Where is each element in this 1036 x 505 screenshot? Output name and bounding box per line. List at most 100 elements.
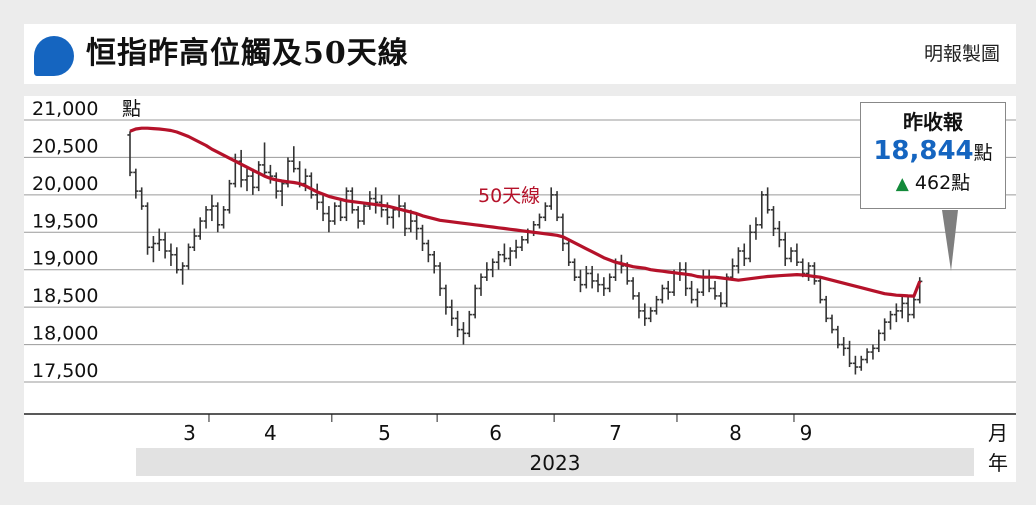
price-bar xyxy=(519,236,525,251)
y-unit-label: 點 xyxy=(122,98,141,120)
price-bar xyxy=(882,318,888,341)
x-month-label: 7 xyxy=(609,421,622,445)
price-bar xyxy=(144,202,151,255)
x-axis: 3 4 5 6 7 8 9 月 2023 年 xyxy=(24,413,1016,476)
price-bar xyxy=(694,288,701,308)
price-bar xyxy=(185,243,192,270)
price-bar xyxy=(759,191,765,229)
price-bar xyxy=(472,284,478,319)
price-bar xyxy=(267,164,273,184)
price-bar xyxy=(425,239,431,263)
price-bar xyxy=(630,277,636,300)
price-bar xyxy=(390,206,396,229)
price-bar xyxy=(589,265,595,289)
price-bar xyxy=(765,187,771,214)
sma-label: 50天線 xyxy=(478,185,540,207)
y-tick-label: 20,500 xyxy=(32,135,98,157)
chart-title: 恒指昨高位觸及50天線 xyxy=(86,36,409,71)
y-tick-label: 19,000 xyxy=(32,248,98,270)
price-bar xyxy=(466,310,472,338)
year-label: 2023 xyxy=(530,451,581,475)
price-bar xyxy=(741,243,747,266)
callout-change-row: ▲ 462點 xyxy=(861,170,1005,197)
y-axis-labels: 21,000 點 20,500 20,000 19,500 19,000 18,500 18,… xyxy=(32,98,141,382)
price-bar xyxy=(823,295,829,323)
price-bar xyxy=(355,206,361,229)
price-bar xyxy=(507,247,513,266)
price-bar xyxy=(554,191,560,222)
price-bar xyxy=(729,258,736,281)
x-month-label: 3 xyxy=(183,421,196,445)
price-bar xyxy=(811,262,818,285)
price-bar xyxy=(677,262,683,281)
callout-change: 462點 xyxy=(914,172,971,194)
x-month-label: 5 xyxy=(378,421,391,445)
price-bar xyxy=(490,258,496,278)
title-bullet-icon xyxy=(34,36,74,76)
callout-pointer-shape xyxy=(942,210,958,271)
price-bar xyxy=(642,303,648,326)
price-bar xyxy=(905,295,911,323)
callout-unit: 點 xyxy=(973,142,993,164)
price-bar xyxy=(601,277,607,296)
price-bar xyxy=(788,247,794,263)
price-bar xyxy=(794,243,800,266)
price-bar xyxy=(566,239,572,266)
price-bar xyxy=(841,337,847,356)
price-bar xyxy=(191,228,197,251)
price-bar xyxy=(735,247,741,274)
price-bar xyxy=(203,206,209,229)
price-bar xyxy=(343,187,350,222)
price-bar xyxy=(431,251,437,274)
price-bar xyxy=(150,236,156,263)
x-month-label: 6 xyxy=(489,421,502,445)
price-bar xyxy=(320,194,326,222)
x-month-label: 9 xyxy=(800,421,813,445)
price-bar xyxy=(648,307,654,323)
y-tick-label: 21,000 xyxy=(32,98,98,120)
price-bar xyxy=(683,262,689,296)
price-bar xyxy=(718,292,724,308)
sma-line-group: 50天線 xyxy=(129,126,922,298)
y-tick-label: 20,000 xyxy=(32,173,98,195)
price-bar xyxy=(858,355,864,371)
y-tick-label: 17,500 xyxy=(32,360,98,382)
price-bar xyxy=(373,187,379,214)
sma-line xyxy=(129,126,922,298)
price-bar xyxy=(846,340,853,368)
y-tick-label: 18,500 xyxy=(32,285,98,307)
price-bar xyxy=(595,273,601,293)
price-bar xyxy=(332,202,338,225)
price-bar xyxy=(560,213,566,251)
price-bar xyxy=(133,168,139,199)
price-bar xyxy=(156,228,162,251)
price-bar xyxy=(870,344,876,360)
price-bar xyxy=(747,224,753,263)
x-month-label: 4 xyxy=(264,421,277,445)
year-band xyxy=(136,448,974,476)
price-bar xyxy=(770,206,777,237)
price-bar xyxy=(396,194,402,218)
price-bar xyxy=(437,262,443,296)
price-bar xyxy=(653,295,660,315)
price-bar xyxy=(917,277,923,304)
price-bar xyxy=(338,198,344,222)
candlestick-chart: 21,000 點 20,500 20,000 19,500 19,000 18,500 18,… xyxy=(24,98,1016,476)
price-bar xyxy=(911,295,917,319)
year-unit-label: 年 xyxy=(988,451,1008,475)
gridlines xyxy=(24,119,1016,383)
price-bar xyxy=(501,243,507,263)
price-bar xyxy=(753,217,759,240)
price-bar xyxy=(168,243,174,266)
y-tick-label: 18,000 xyxy=(32,323,98,345)
price-bar xyxy=(513,239,519,259)
price-bar xyxy=(215,202,221,233)
price-bar xyxy=(636,292,642,319)
callout-pointer xyxy=(942,210,958,271)
price-bar xyxy=(180,262,186,285)
price-bar xyxy=(443,284,449,315)
price-bar xyxy=(367,191,373,210)
price-bar xyxy=(536,213,543,229)
price-bar xyxy=(273,172,279,199)
price-bar xyxy=(712,280,718,300)
